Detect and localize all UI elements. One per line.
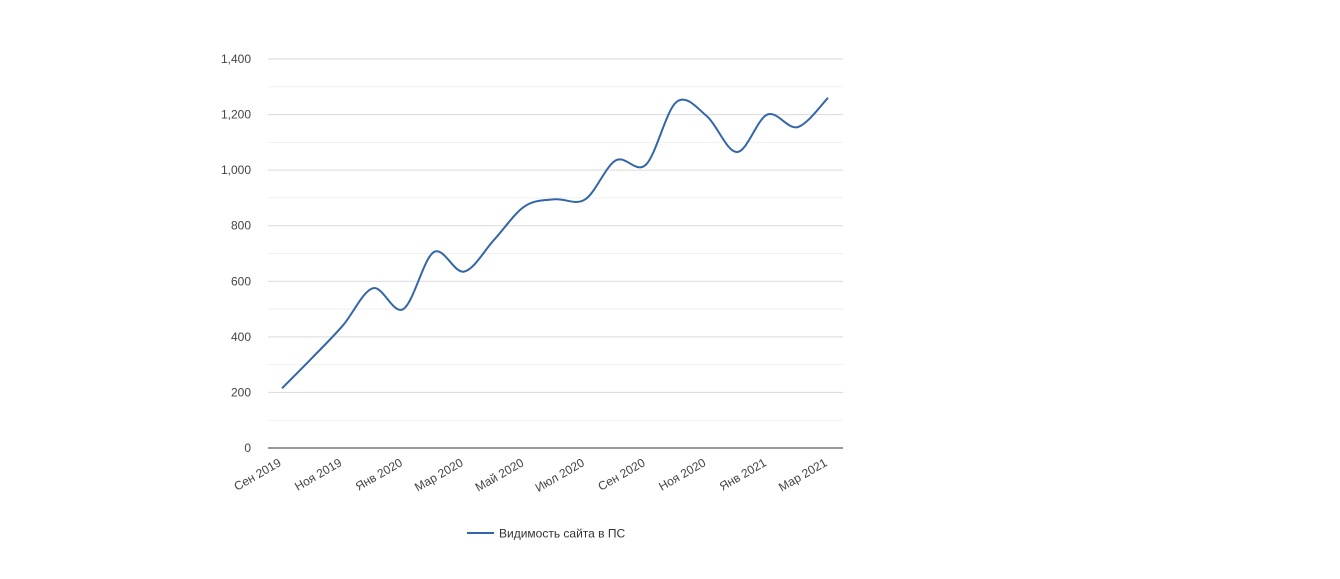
data-point[interactable] (397, 303, 409, 315)
data-point[interactable] (822, 92, 834, 104)
data-point[interactable] (488, 234, 500, 246)
y-tick-label: 1,200 (221, 108, 251, 122)
legend-label: Видимость сайта в ПС (499, 527, 625, 541)
legend: Видимость сайта в ПС (467, 527, 625, 541)
data-point[interactable] (731, 146, 743, 158)
data-point[interactable] (367, 282, 379, 294)
x-tick-label: Июл 2020 (533, 455, 587, 494)
data-point[interactable] (276, 382, 288, 394)
x-tick-label: Мар 2021 (776, 455, 830, 494)
data-point[interactable] (458, 266, 470, 278)
data-point[interactable] (579, 193, 591, 205)
series-lines (276, 92, 834, 394)
y-axis-ticks: 0 200 400 600 800 1,000 1,200 1,400 (221, 52, 251, 455)
gridlines (268, 58, 843, 421)
data-point[interactable] (640, 159, 652, 171)
data-point[interactable] (337, 320, 349, 332)
y-tick-label: 200 (231, 385, 251, 399)
x-tick-label: Ноя 2020 (656, 455, 708, 493)
data-point[interactable] (549, 193, 561, 205)
x-tick-label: Мар 2020 (412, 455, 466, 494)
x-axis-ticks: Сен 2019 Ноя 2019 Янв 2020 Мар 2020 Май 2020… (231, 455, 829, 494)
y-tick-label: 800 (231, 219, 251, 233)
data-point[interactable] (761, 109, 773, 121)
data-point[interactable] (519, 200, 531, 212)
x-tick-label: Май 2020 (473, 455, 527, 494)
x-tick-label: Сен 2020 (595, 455, 647, 493)
data-point[interactable] (610, 154, 622, 166)
y-tick-label: 0 (244, 441, 251, 455)
data-point[interactable] (306, 352, 318, 364)
y-tick-label: 1,000 (221, 163, 251, 177)
y-tick-label: 400 (231, 330, 251, 344)
data-point[interactable] (792, 121, 804, 133)
x-tick-label: Янв 2020 (353, 455, 405, 493)
x-tick-label: Янв 2021 (717, 455, 769, 493)
y-tick-label: 1,400 (221, 52, 251, 66)
y-tick-label: 600 (231, 274, 251, 288)
x-tick-label: Сен 2019 (231, 455, 283, 493)
series-line (281, 97, 829, 390)
data-point[interactable] (428, 246, 440, 258)
data-point[interactable] (670, 96, 682, 108)
data-point[interactable] (701, 110, 713, 122)
x-tick-label: Ноя 2019 (292, 455, 344, 493)
